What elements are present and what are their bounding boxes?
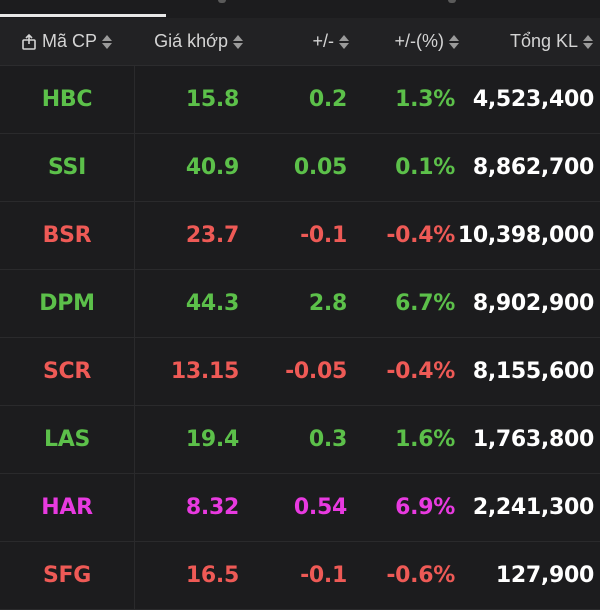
total-volume: 1,763,800 <box>472 427 594 452</box>
stock-symbol: HAR <box>41 495 93 520</box>
table-row[interactable]: SFG 16.5 -0.1 -0.6% 127,900 <box>0 542 600 610</box>
column-divider <box>134 66 135 133</box>
column-divider <box>134 406 135 473</box>
column-header-label: Giá khớp <box>154 31 228 51</box>
stock-symbol: SSI <box>48 155 86 180</box>
column-divider <box>134 202 135 269</box>
price-change: -0.1 <box>300 223 347 248</box>
table-row[interactable]: BSR 23.7 -0.1 -0.4% 10,398,000 <box>0 202 600 270</box>
stock-table-body: HBC 15.8 0.2 1.3% 4,523,400 SSI 40.9 0.0… <box>0 66 600 610</box>
match-price: 16.5 <box>185 563 239 588</box>
sort-icon <box>339 34 350 50</box>
total-volume: 2,241,300 <box>472 495 594 520</box>
column-header-label: +/-(%) <box>394 31 445 51</box>
stock-symbol: SFG <box>42 563 92 588</box>
stock-symbol: BSR <box>42 223 92 248</box>
column-divider <box>134 134 135 201</box>
table-row[interactable]: HAR 8.32 0.54 6.9% 2,241,300 <box>0 474 600 542</box>
active-tab-indicator <box>0 14 166 17</box>
stock-symbol: DPM <box>39 291 95 316</box>
column-header-label: Tổng KL <box>509 31 578 51</box>
percent-change: -0.4% <box>386 223 455 248</box>
column-header-label: Mã CP <box>42 31 98 51</box>
price-change: 0.54 <box>293 495 347 520</box>
column-divider <box>134 270 135 337</box>
price-change: 0.3 <box>308 427 347 452</box>
column-header-label: +/- <box>312 31 334 51</box>
stock-symbol: SCR <box>42 359 92 384</box>
price-change: -0.05 <box>285 359 347 384</box>
price-change: 0.05 <box>293 155 347 180</box>
table-row[interactable]: SCR 13.15 -0.05 -0.4% 8,155,600 <box>0 338 600 406</box>
total-volume: 8,155,600 <box>472 359 594 384</box>
sort-icon <box>583 34 594 50</box>
table-row[interactable]: HBC 15.8 0.2 1.3% 4,523,400 <box>0 66 600 134</box>
sort-icon <box>233 34 244 50</box>
total-volume: 8,902,900 <box>472 291 594 316</box>
match-price: 15.8 <box>185 87 239 112</box>
percent-change: -0.4% <box>386 359 455 384</box>
table-header: Mã CP Giá khớp +/- +/-(%) Tổng KL <box>0 18 600 66</box>
percent-change: 6.7% <box>395 291 455 316</box>
match-price: 40.9 <box>185 155 239 180</box>
top-tab-strip <box>0 0 600 18</box>
price-change: -0.1 <box>300 563 347 588</box>
sort-icon <box>102 34 113 50</box>
match-price: 13.15 <box>170 359 239 384</box>
column-header-volume[interactable]: Tổng KL <box>510 18 594 65</box>
percent-change: -0.6% <box>386 563 455 588</box>
table-row[interactable]: LAS 19.4 0.3 1.6% 1,763,800 <box>0 406 600 474</box>
column-divider <box>134 474 135 541</box>
stock-symbol: LAS <box>44 427 90 452</box>
total-volume: 127,900 <box>495 563 594 588</box>
percent-change: 0.1% <box>395 155 455 180</box>
column-header-change[interactable]: +/- <box>312 18 350 65</box>
table-row[interactable]: SSI 40.9 0.05 0.1% 8,862,700 <box>0 134 600 202</box>
share-icon <box>20 33 38 51</box>
match-price: 8.32 <box>185 495 239 520</box>
column-header-price[interactable]: Giá khớp <box>154 18 244 65</box>
percent-change: 1.6% <box>395 427 455 452</box>
match-price: 23.7 <box>185 223 239 248</box>
price-change: 0.2 <box>308 87 347 112</box>
tab-marker <box>448 0 456 3</box>
table-row[interactable]: DPM 44.3 2.8 6.7% 8,902,900 <box>0 270 600 338</box>
stock-symbol: HBC <box>41 87 93 112</box>
percent-change: 6.9% <box>395 495 455 520</box>
column-divider <box>134 338 135 405</box>
price-change: 2.8 <box>308 291 347 316</box>
percent-change: 1.3% <box>395 87 455 112</box>
match-price: 19.4 <box>185 427 239 452</box>
tab-marker <box>218 0 226 3</box>
sort-icon <box>449 34 460 50</box>
total-volume: 8,862,700 <box>472 155 594 180</box>
total-volume: 4,523,400 <box>472 87 594 112</box>
total-volume: 10,398,000 <box>457 223 594 248</box>
column-header-percent[interactable]: +/-(%) <box>395 18 461 65</box>
column-divider <box>134 542 135 609</box>
match-price: 44.3 <box>185 291 239 316</box>
column-header-symbol[interactable]: Mã CP <box>20 18 113 65</box>
